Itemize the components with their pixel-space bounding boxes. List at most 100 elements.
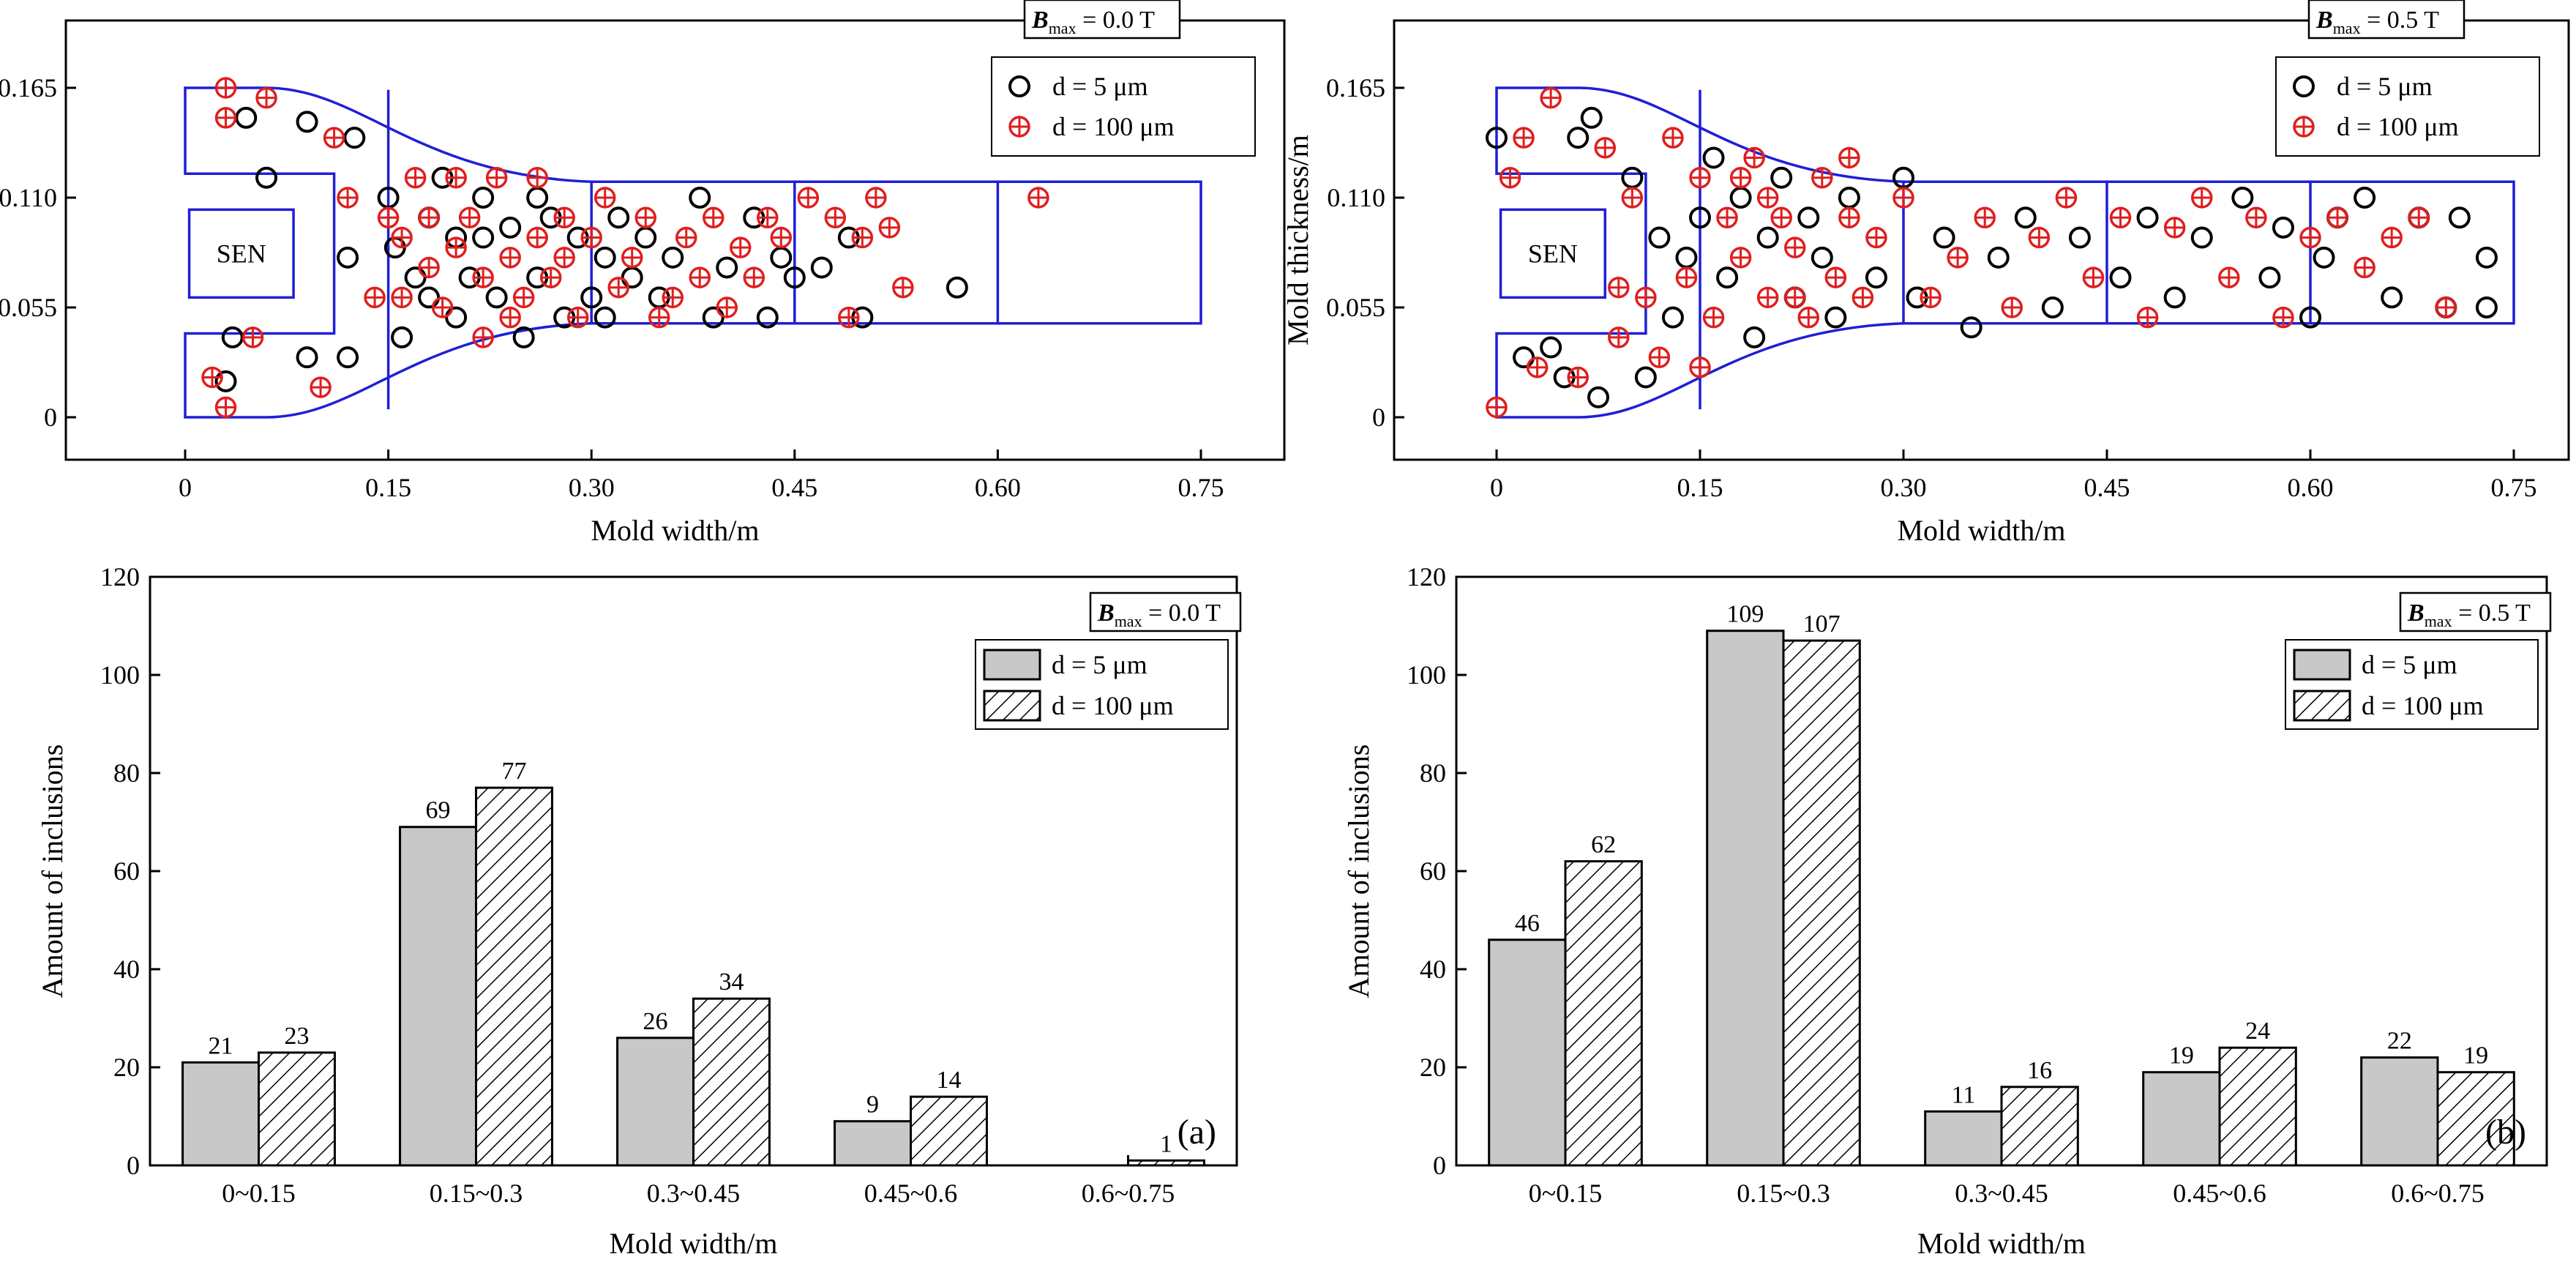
marker-d100 xyxy=(1594,137,1617,159)
bar-d100 xyxy=(475,786,553,1167)
field-label-text: Bmax = 0.5 T xyxy=(2315,7,2439,37)
marker-d100 xyxy=(648,306,670,329)
bar-label-d5: 11 xyxy=(1951,1081,1975,1108)
marker-d5 xyxy=(296,346,318,369)
y-axis-label: Amount of inclusions xyxy=(36,744,69,998)
legend-swatch-d100 xyxy=(983,690,1041,722)
field-label-text: Bmax = 0.0 T xyxy=(1097,600,1221,630)
marker-d5 xyxy=(1567,127,1590,149)
marker-d5 xyxy=(1770,166,1793,189)
marker-d100 xyxy=(445,236,467,258)
y-tick-label: 0 xyxy=(44,403,57,432)
marker-d5 xyxy=(1716,266,1739,289)
marker-d5 xyxy=(235,106,258,129)
marker-d100 xyxy=(1865,226,1887,249)
marker-d100 xyxy=(2082,266,2105,288)
x-tick-label: 0.6~0.75 xyxy=(1082,1179,1175,1208)
marker-d100 xyxy=(566,306,589,329)
marker-d100 xyxy=(1499,166,1521,189)
marker-d100 xyxy=(2326,206,2348,229)
marker-d100 xyxy=(1526,356,1549,378)
y-tick-label: 80 xyxy=(113,758,140,788)
marker-d100 xyxy=(2028,226,2051,249)
marker-d5 xyxy=(1540,336,1562,359)
marker-d5 xyxy=(2068,226,2091,249)
y-tick-label: 0.055 xyxy=(1326,293,1385,322)
marker-d100 xyxy=(1513,127,1535,149)
field-subscript: max xyxy=(1049,19,1077,37)
marker-d5 xyxy=(1621,166,1644,189)
field-symbol: B xyxy=(1097,600,1115,627)
y-tick-label: 0.165 xyxy=(1326,73,1385,102)
bar-label-d100: 62 xyxy=(1591,832,1616,859)
marker-d100 xyxy=(201,366,223,389)
x-tick-label: 0.75 xyxy=(2491,473,2537,502)
marker-d100 xyxy=(364,286,386,309)
y-tick-label: 0 xyxy=(127,1151,140,1180)
bar-d100 xyxy=(1782,639,1861,1167)
bar-label-d5: 46 xyxy=(1515,910,1540,937)
marker-d100 xyxy=(1675,266,1698,288)
marker-d100 xyxy=(824,206,847,229)
marker-d100 xyxy=(1027,187,1049,209)
marker-d100 xyxy=(580,226,602,249)
marker-d5 xyxy=(1587,386,1609,408)
marker-d5 xyxy=(783,266,806,289)
marker-d100 xyxy=(337,187,359,209)
x-tick-label: 0~0.15 xyxy=(1529,1179,1602,1208)
marker-d100 xyxy=(1635,286,1657,309)
marker-d100 xyxy=(2136,306,2159,329)
field-label-box xyxy=(2399,591,2552,632)
marker-d5 xyxy=(2136,206,2159,229)
x-tick-label: 0.3~0.45 xyxy=(647,1179,740,1208)
field-symbol: B xyxy=(2315,7,2333,34)
x-tick-label: 0 xyxy=(1490,473,1503,502)
marker-d100 xyxy=(1797,306,1820,329)
marker-d5 xyxy=(689,187,711,209)
bar-panel-a: 0 20 40 60 80 100 120 0~0.15 21 23 0.15~0.3 69 77 0.3… xyxy=(36,562,1242,1260)
marker-d100 xyxy=(703,206,724,229)
marker-d5 xyxy=(2448,206,2471,229)
marker-d5 xyxy=(337,346,359,369)
marker-d100 xyxy=(594,187,616,209)
marker-d5 xyxy=(2109,266,2132,289)
marker-d100 xyxy=(391,226,413,249)
marker-d100 xyxy=(431,296,454,318)
marker-d100 xyxy=(1702,306,1725,329)
field-label-text: Bmax = 0.5 T xyxy=(2407,600,2531,630)
bar-d5 xyxy=(834,1120,913,1167)
marker-d100 xyxy=(499,247,521,269)
legend-label-d5: d = 5 μm xyxy=(1052,72,1148,101)
legend-marker-d100 xyxy=(2293,116,2315,138)
marker-d5 xyxy=(2190,226,2213,249)
field-label-box xyxy=(1089,591,1242,632)
marker-d100 xyxy=(1689,356,1711,378)
y-tick-label: 20 xyxy=(113,1053,140,1082)
marker-d100 xyxy=(675,226,697,249)
x-tick-label: 0.30 xyxy=(569,473,615,502)
legend-marker-d5 xyxy=(2293,75,2315,97)
legend-swatch-d100 xyxy=(2293,690,2351,722)
marker-d100 xyxy=(730,236,752,258)
marker-d100 xyxy=(1716,206,1738,229)
x-axis-label: Mold width/m xyxy=(591,514,759,547)
plot-frame xyxy=(1393,19,2570,461)
marker-d100 xyxy=(1662,127,1684,149)
marker-d100 xyxy=(418,256,440,279)
legend-swatch-d5 xyxy=(2293,649,2351,681)
bar-d5 xyxy=(181,1061,260,1167)
bar-label-d5: 26 xyxy=(643,1008,668,1035)
marker-d100 xyxy=(865,187,887,209)
y-tick-label: 100 xyxy=(100,660,140,690)
marker-d100 xyxy=(2109,206,2132,229)
legend-label-d100: d = 100 μm xyxy=(2362,691,2484,720)
legend-box xyxy=(991,56,1256,157)
y-tick-label: 0 xyxy=(1433,1151,1446,1180)
marker-d5 xyxy=(2313,246,2335,269)
marker-d100 xyxy=(607,276,629,299)
sen-outline xyxy=(187,208,295,299)
marker-d100 xyxy=(1824,266,1847,288)
marker-d100 xyxy=(878,217,901,239)
marker-d100 xyxy=(2190,187,2213,209)
bar-d100 xyxy=(692,997,771,1167)
